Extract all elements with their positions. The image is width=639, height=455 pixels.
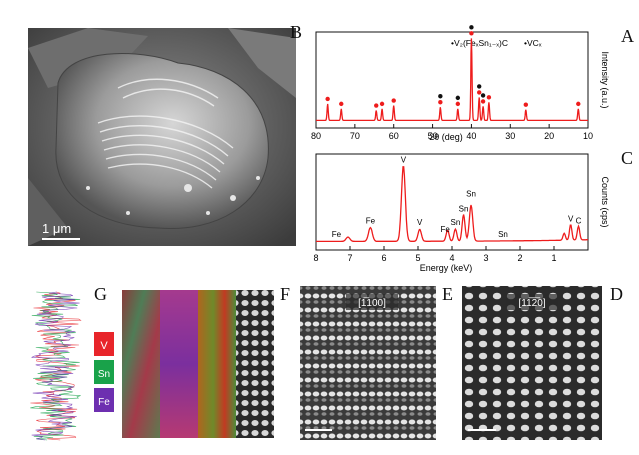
xrd-peak-marker xyxy=(486,95,492,100)
xrd-series-line xyxy=(316,38,588,122)
eds-peak-label: Sn xyxy=(459,204,469,213)
map-fe xyxy=(160,290,198,438)
eds-peak-label: Sn xyxy=(498,230,508,239)
xrd-x-tick-label: 30 xyxy=(505,131,515,141)
sem-image-panel: 1 μm xyxy=(28,28,296,246)
line-profile-trace xyxy=(30,291,82,441)
xrd-x-tick-label: 50 xyxy=(428,131,438,141)
xrd-x-tick-label: 10 xyxy=(583,131,593,141)
haadf-d-direction: [11̅2̅0] xyxy=(518,297,545,309)
eds-peak-label: Fe xyxy=(366,216,376,225)
eds-x-label: Energy (keV) xyxy=(420,263,473,273)
xrd-legend-phase: •V₂(FeₓSn₁₋ₓ)C xyxy=(451,38,508,48)
map-haadf xyxy=(236,290,274,438)
haadf-e-direction: [1̅100] xyxy=(358,297,386,309)
eds-peak-label: V xyxy=(417,218,423,227)
panel-label-b: B xyxy=(290,22,302,42)
haadf-image-e: [1̅100] xyxy=(300,286,436,440)
xrd-plot: •V₂(FeₓSn₁₋ₓ)C •VCₓ 2θ (deg) Intensity (… xyxy=(296,18,639,144)
eds-x-tick-label: 3 xyxy=(483,253,488,263)
eds-x-tick-label: 2 xyxy=(517,253,522,263)
xrd-peak-marker xyxy=(480,99,486,104)
eds-y-label: Counts (cps) xyxy=(600,176,610,227)
eds-x-tick-label: 7 xyxy=(347,253,352,263)
eds-peak-label: Sn xyxy=(451,218,461,227)
panel-label-e: E xyxy=(442,284,453,304)
eds-peak-label: Sn xyxy=(466,190,476,199)
eds-x-tick-label: 4 xyxy=(449,253,454,263)
legend-v-box xyxy=(94,332,114,356)
line-profile-trace xyxy=(31,291,80,441)
map-mixed xyxy=(122,290,160,438)
panel-label-c: C xyxy=(621,148,633,168)
eds-chart: Energy (keV) Counts (cps) C VVFeFeSnSnSn… xyxy=(313,148,633,273)
line-profile-panel xyxy=(30,291,82,441)
xrd-peak-marker xyxy=(455,101,461,107)
xrd-peak-marker xyxy=(391,98,396,103)
eds-peak-label: C xyxy=(576,216,582,225)
xrd-peak-marker xyxy=(576,101,581,107)
sem-scale-label: 1 μm xyxy=(42,221,71,236)
xrd-peak-marker xyxy=(325,96,330,102)
panel-label-g: G xyxy=(94,284,107,304)
xrd-x-tick-label: 40 xyxy=(466,131,476,141)
panel-label-f: F xyxy=(280,284,290,304)
eds-x-tick-label: 5 xyxy=(415,253,420,263)
panel-label-d: D xyxy=(610,284,623,304)
legend-v-label: V xyxy=(100,340,108,352)
xrd-x-tick-label: 60 xyxy=(389,131,399,141)
xrd-peak-marker xyxy=(438,100,443,105)
eds-peak-label: Fe xyxy=(332,230,342,239)
xrd-peak-marker xyxy=(469,31,474,36)
xrd-peak-marker xyxy=(374,103,379,108)
eds-plot: Energy (keV) Counts (cps) C V V Fe Fe Sn Sn Sn… xyxy=(296,148,639,274)
xrd-peak-marker xyxy=(523,102,529,107)
xrd-vc-marker xyxy=(469,25,474,30)
microscopy-svg: G V Sn Fe F [1̅100] E xyxy=(30,284,623,441)
xrd-peak-marker xyxy=(477,90,482,95)
element-legend: V Sn Fe xyxy=(94,332,114,412)
xrd-peak-marker xyxy=(379,101,385,107)
legend-sn-label: Sn xyxy=(98,369,110,380)
xrd-x-label: 2θ (deg) xyxy=(429,132,463,142)
eds-series-line xyxy=(316,166,588,243)
eds-x-tick-label: 8 xyxy=(313,253,318,263)
legend-fe-box xyxy=(94,388,114,412)
xrd-legend-vc: •VCₓ xyxy=(524,38,542,48)
eds-peak-label: Fe xyxy=(441,225,451,234)
xrd-vc-marker xyxy=(480,93,486,98)
legend-sn-box xyxy=(94,360,114,384)
xrd-y-label: Intensity (a.u.) xyxy=(600,51,610,108)
xrd-vc-marker xyxy=(455,95,461,101)
microscopy-row: G V Sn Fe F [1̅100] E xyxy=(0,278,639,450)
xrd-x-tick-label: 70 xyxy=(350,131,360,141)
eds-x-tick-label: 6 xyxy=(381,253,386,263)
xrd-chart: •V₂(FeₓSn₁₋ₓ)C •VCₓ 2θ (deg) Intensity (… xyxy=(311,25,634,142)
xrd-vc-marker xyxy=(477,84,482,89)
xrd-x-tick-label: 20 xyxy=(544,131,554,141)
haadf-image-d: [11̅2̅0] xyxy=(462,286,602,440)
map-sn xyxy=(198,290,236,438)
eds-x-tick-label: 1 xyxy=(551,253,556,263)
eds-peak-label: V xyxy=(401,155,407,164)
legend-fe-label: Fe xyxy=(98,397,110,408)
eds-maps xyxy=(122,290,274,438)
sem-image: 1 μm xyxy=(28,28,296,246)
xrd-peak-marker xyxy=(339,101,344,107)
xrd-vc-marker xyxy=(438,94,443,99)
eds-peak-label: V xyxy=(568,215,574,224)
xrd-frame xyxy=(315,31,589,129)
xrd-x-tick-label: 80 xyxy=(311,131,321,141)
panel-label-a: A xyxy=(621,26,634,46)
svg-text:B: B xyxy=(290,22,302,42)
eds-frame xyxy=(315,153,589,251)
